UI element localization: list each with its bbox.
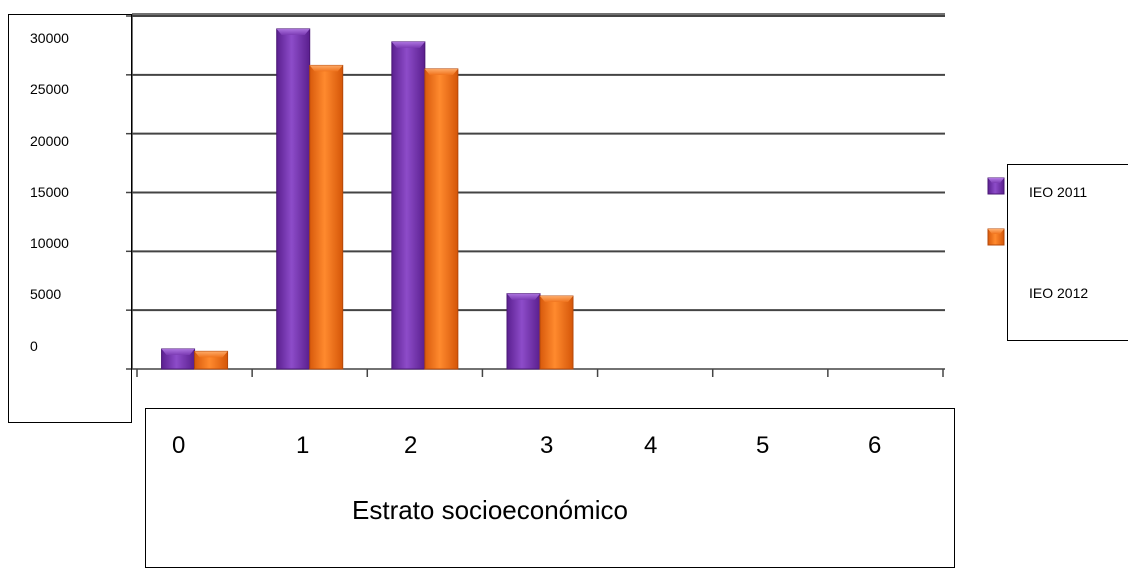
bar-ieo-2012-1 bbox=[309, 64, 344, 370]
x-tick-label: 6 bbox=[868, 432, 882, 459]
bar-ieo-2011-0 bbox=[161, 348, 196, 370]
legend-label-ieo-2012: IEO 2012 bbox=[1029, 285, 1089, 301]
legend-box bbox=[1007, 164, 1128, 341]
bar-ieo-2012-0 bbox=[194, 350, 229, 370]
x-tick-label: 4 bbox=[644, 432, 658, 459]
bar-ieo-2011-1 bbox=[276, 28, 311, 370]
y-tick-label: 30000 bbox=[30, 30, 69, 46]
y-tick-label: 0 bbox=[30, 338, 38, 354]
bar-ieo-2011-3 bbox=[506, 293, 541, 370]
y-tick-label: 10000 bbox=[30, 235, 69, 251]
y-tick-label: 25000 bbox=[30, 81, 69, 97]
x-tick-label: 0 bbox=[172, 432, 186, 459]
y-axis-label-box bbox=[8, 14, 132, 423]
x-tick-label: 5 bbox=[756, 432, 770, 459]
legend-marker-ieo-2012 bbox=[987, 228, 1005, 246]
y-tick-label: 20000 bbox=[30, 133, 69, 149]
y-tick-label: 15000 bbox=[30, 184, 69, 200]
x-tick-label: 3 bbox=[540, 432, 554, 459]
gridlines bbox=[132, 13, 945, 312]
x-axis-title: Estrato socioeconómico bbox=[352, 495, 629, 525]
x-tick-label: 1 bbox=[296, 432, 310, 459]
bar-ieo-2012-2 bbox=[424, 68, 459, 370]
y-tick-label: 5000 bbox=[30, 286, 62, 302]
bars bbox=[161, 28, 574, 370]
legend-markers bbox=[987, 177, 1005, 246]
bar-ieo-2012-3 bbox=[539, 295, 574, 370]
x-tick-label: 2 bbox=[404, 432, 418, 459]
bar-ieo-2011-2 bbox=[391, 41, 426, 370]
legend-marker-ieo-2011 bbox=[987, 177, 1005, 195]
legend-label-ieo-2011: IEO 2011 bbox=[1029, 184, 1088, 200]
